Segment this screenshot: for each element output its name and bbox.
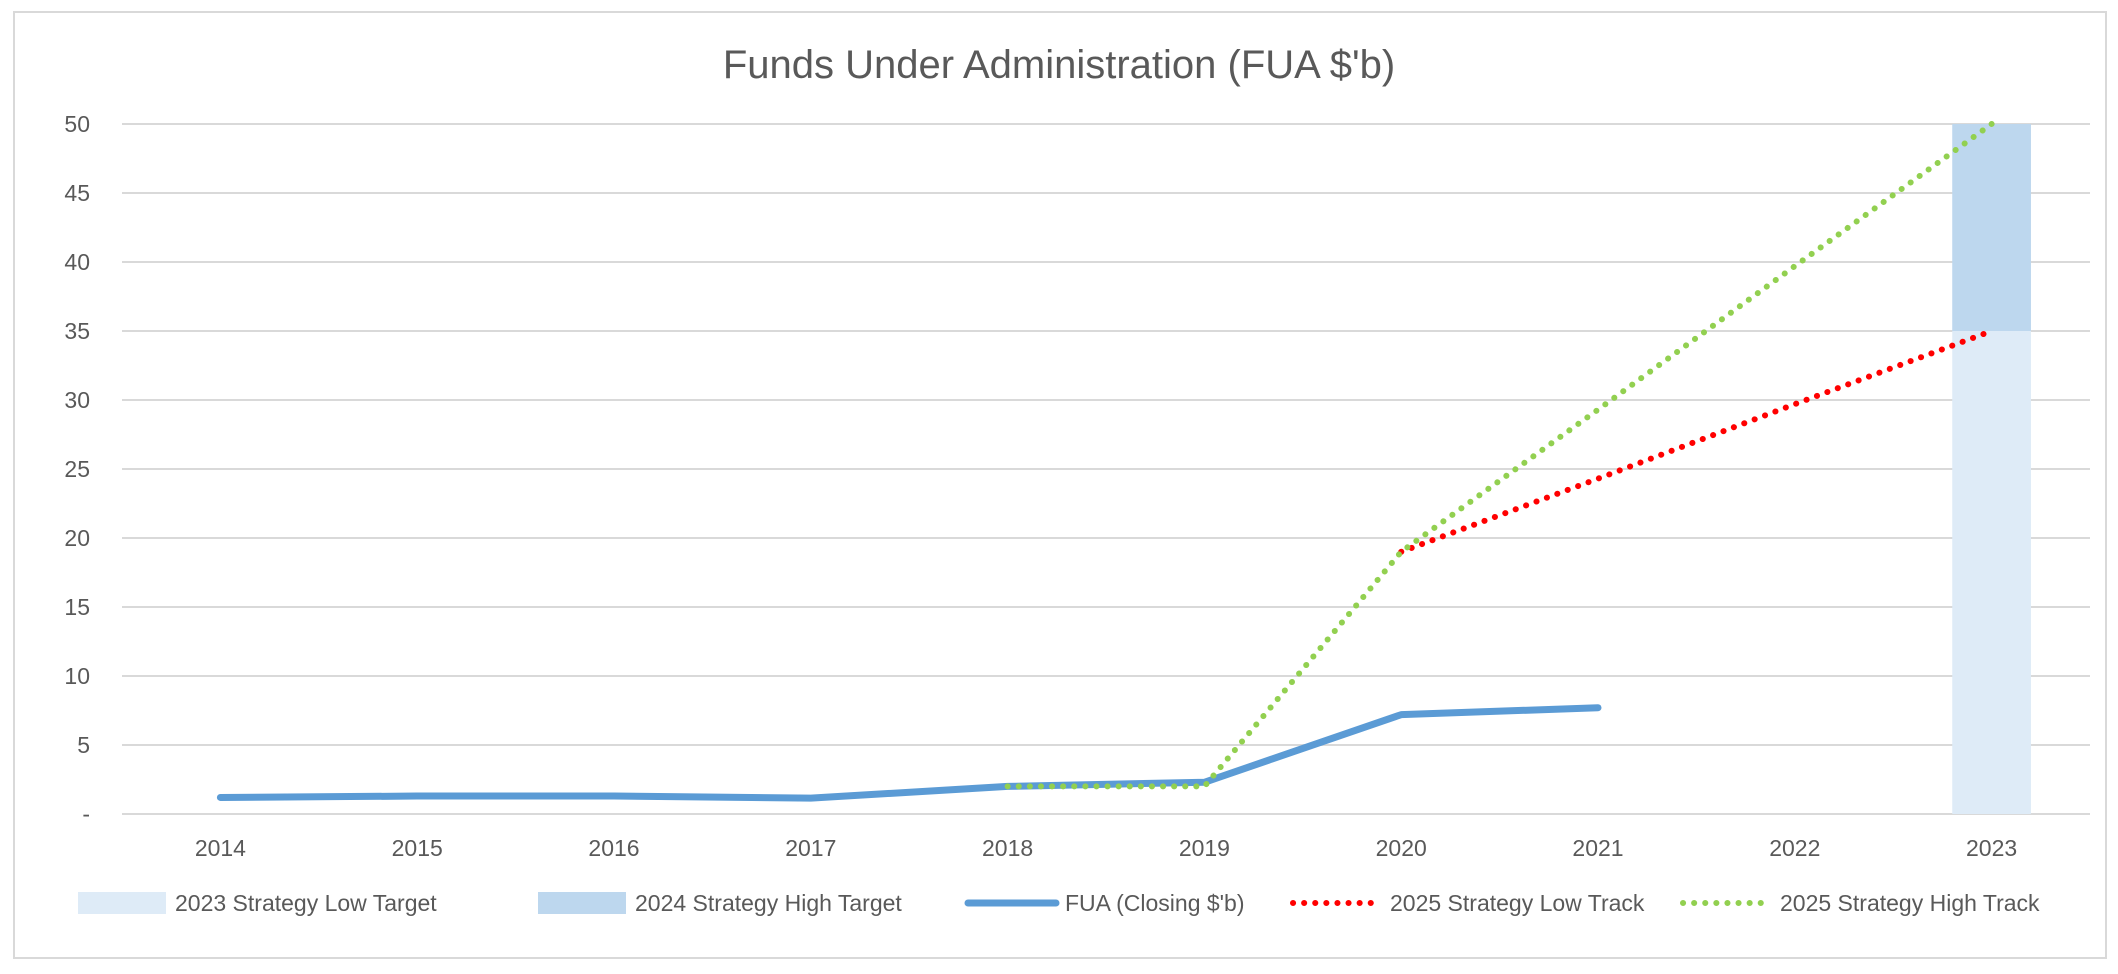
x-tick-label: 2021 [1572, 835, 1623, 861]
x-tick-label: 2020 [1376, 835, 1427, 861]
y-tick-label: 30 [64, 387, 90, 413]
chart-title: Funds Under Administration (FUA $'b) [723, 43, 1395, 87]
gridlines [122, 123, 2090, 815]
y-tick-label: 10 [64, 663, 90, 689]
x-tick-label: 2019 [1179, 835, 1230, 861]
x-tick-label: 2015 [392, 835, 443, 861]
high-track-line [1004, 121, 1995, 790]
x-axis-ticks: 2014 2015 2016 2017 2018 2019 2020 2021 2022 2023 [195, 835, 2017, 861]
y-tick-label: - [82, 801, 90, 827]
series-lines [216, 121, 1995, 802]
legend-label: 2025 Strategy High Track [1780, 890, 2040, 916]
y-tick-label: 20 [64, 525, 90, 551]
legend-label: FUA (Closing $'b) [1065, 890, 1245, 916]
legend-label: 2024 Strategy High Target [635, 890, 902, 916]
legend-swatch [538, 892, 626, 914]
x-tick-label: 2023 [1966, 835, 2017, 861]
chart-border [13, 11, 2107, 959]
legend-label: 2025 Strategy Low Track [1390, 890, 1645, 916]
legend-swatch [78, 892, 166, 914]
bar-low-target [1952, 331, 2031, 814]
x-tick-label: 2016 [588, 835, 639, 861]
y-tick-label: 5 [77, 732, 90, 758]
x-tick-label: 2022 [1769, 835, 1820, 861]
x-tick-label: 2014 [195, 835, 246, 861]
legend: 2023 Strategy Low Target 2024 Strategy Hi… [78, 890, 2040, 916]
y-tick-label: 25 [64, 456, 90, 482]
bar-high-target [1952, 124, 2031, 331]
y-tick-label: 45 [64, 180, 90, 206]
bars [1952, 124, 2031, 814]
y-axis-ticks: - 5 10 15 20 25 30 35 40 45 50 [64, 111, 90, 827]
x-tick-label: 2018 [982, 835, 1033, 861]
y-tick-label: 50 [64, 111, 90, 137]
fua-line [216, 704, 1602, 802]
y-tick-label: 40 [64, 249, 90, 275]
x-tick-label: 2017 [785, 835, 836, 861]
legend-label: 2023 Strategy Low Target [175, 890, 437, 916]
y-tick-label: 35 [64, 318, 90, 344]
y-tick-label: 15 [64, 594, 90, 620]
